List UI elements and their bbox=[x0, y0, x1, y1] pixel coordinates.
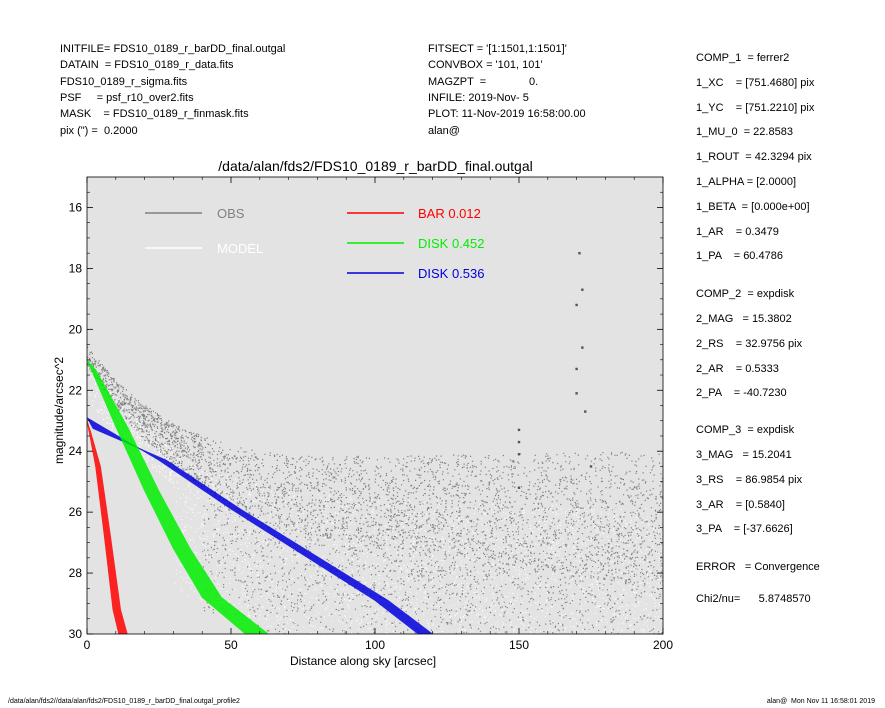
param-line-5: 1_ALPHA = [2.0000] bbox=[696, 176, 796, 188]
param-line-17: 3_AR = [0.5840] bbox=[696, 498, 785, 511]
outlier-point bbox=[581, 346, 584, 349]
param-line-16: 3_RS = 86.9854 pix bbox=[696, 473, 803, 486]
x-tick-label: 100 bbox=[365, 638, 385, 652]
param-line-19: ERROR = Convergence bbox=[696, 561, 820, 574]
outlier-point bbox=[581, 288, 584, 291]
header-mid-line-0: FITSECT = '[1:1501,1:1501]' bbox=[428, 43, 567, 55]
legend-disk2-label: DISK 0.536 bbox=[418, 266, 485, 281]
disk1-band bbox=[87, 359, 269, 634]
y-tick-label: 28 bbox=[69, 566, 83, 580]
footer-timestamp: alan@ Mon Nov 11 16:58:01 2019 bbox=[766, 698, 875, 705]
legend-bar-label: BAR 0.012 bbox=[418, 206, 481, 221]
param-line-4: 1_ROUT = 42.3294 pix bbox=[696, 151, 812, 164]
x-tick-label: 0 bbox=[84, 638, 91, 652]
param-line-18: 3_PA = [-37.6626] bbox=[696, 523, 793, 536]
legend-obs-label: OBS bbox=[217, 206, 245, 221]
outlier-point bbox=[575, 303, 578, 307]
header-mid-line-4: PLOT: 11-Nov-2019 16:58:00.00 bbox=[428, 108, 586, 121]
header-left-line-1: DATAIN = FDS10_0189_r_data.fits bbox=[60, 59, 234, 72]
x-tick-label: 50 bbox=[224, 638, 238, 652]
legend-disk1-label: DISK 0.452 bbox=[418, 236, 485, 251]
outlier-point bbox=[517, 486, 521, 489]
outlier-point bbox=[517, 428, 521, 432]
y-tick-label: 26 bbox=[69, 505, 83, 519]
header-left-line-3: PSF = psf_r10_over2.fits bbox=[60, 91, 194, 104]
param-line-9: COMP_2 = expdisk bbox=[696, 288, 795, 301]
legend-model-label: MODEL bbox=[217, 241, 263, 256]
param-line-12: 2_AR = 0.5333 bbox=[696, 362, 779, 375]
outlier-point bbox=[584, 410, 587, 413]
x-axis-label: Distance along sky [arcsec] bbox=[290, 654, 436, 668]
param-line-1: 1_XC = [751.4680] pix bbox=[696, 76, 815, 89]
outlier-point bbox=[517, 440, 521, 444]
y-tick-label: 20 bbox=[69, 322, 83, 336]
outlier-point bbox=[517, 453, 521, 456]
param-line-20: Chi2/nu= 5.8748570 bbox=[696, 593, 811, 605]
header-mid-line-3: INFILE: 2019-Nov- 5 bbox=[428, 91, 529, 104]
outlier-point bbox=[578, 251, 581, 255]
param-line-6: 1_BETA = [0.000e+00] bbox=[696, 200, 810, 213]
plot-data-area bbox=[87, 251, 663, 634]
header-mid-line-2: MAGZPT = 0. bbox=[428, 75, 539, 88]
y-tick-label: 16 bbox=[69, 200, 83, 214]
footer-path: /data/alan/fds2//data/alan/fds2/FDS10_01… bbox=[8, 698, 240, 705]
param-line-14: COMP_3 = expdisk bbox=[696, 424, 795, 437]
disk2-band bbox=[87, 417, 433, 634]
param-line-2: 1_YC = [751.2210] pix bbox=[696, 101, 815, 114]
param-line-0: COMP_1 = ferrer2 bbox=[696, 52, 790, 64]
param-line-10: 2_MAG = 15.3802 bbox=[696, 313, 792, 325]
y-axis-label: magnitude/arcsec^2 bbox=[52, 357, 66, 464]
param-line-15: 3_MAG = 15.2041 bbox=[696, 449, 792, 461]
y-tick-label: 30 bbox=[69, 627, 83, 641]
y-tick-label: 22 bbox=[69, 383, 83, 397]
plot-panel bbox=[87, 177, 663, 634]
outlier-point bbox=[575, 392, 578, 395]
plot-title: /data/alan/fds2/FDS10_0189_r_barDD_final… bbox=[218, 158, 533, 174]
header-mid-line-1: CONVBOX = '101, 101' bbox=[428, 59, 543, 72]
header-left-line-2: FDS10_0189_r_sigma.fits bbox=[60, 75, 188, 88]
param-line-8: 1_PA = 60.4786 bbox=[696, 250, 783, 263]
param-line-3: 1_MU_0 = 22.8583 bbox=[696, 126, 793, 139]
header-left-line-4: MASK = FDS10_0189_r_finmask.fits bbox=[60, 108, 249, 121]
y-tick-label: 18 bbox=[69, 261, 83, 275]
header-left-line-5: pix (") = 0.2000 bbox=[60, 124, 138, 137]
param-line-11: 2_RS = 32.9756 pix bbox=[696, 337, 803, 350]
y-tick-label: 24 bbox=[69, 444, 83, 458]
x-tick-label: 150 bbox=[509, 638, 529, 652]
param-line-7: 1_AR = 0.3479 bbox=[696, 225, 779, 238]
outlier-point bbox=[589, 465, 593, 468]
header-left-line-0: INITFILE= FDS10_0189_r_barDD_final.outga… bbox=[60, 43, 286, 55]
outlier-point bbox=[575, 367, 578, 371]
param-line-13: 2_PA = -40.7230 bbox=[696, 387, 787, 400]
model-points bbox=[87, 368, 663, 634]
bar-band bbox=[87, 420, 128, 634]
x-tick-label: 200 bbox=[653, 638, 673, 652]
header-mid-line-5: alan@ bbox=[428, 124, 460, 137]
